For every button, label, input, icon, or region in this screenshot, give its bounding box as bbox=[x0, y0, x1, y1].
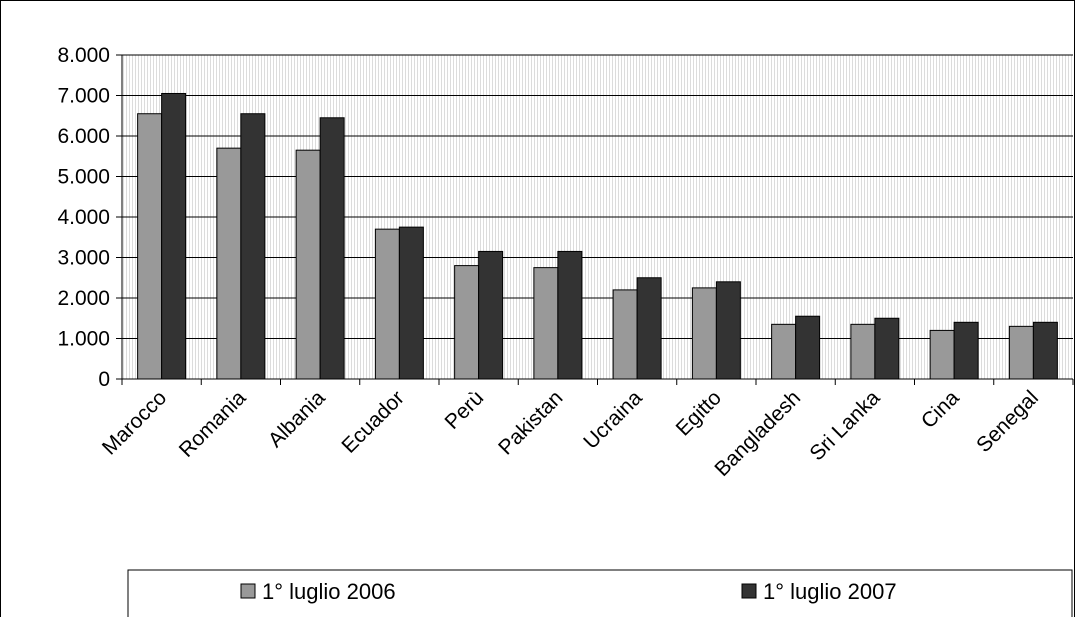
gridlines bbox=[122, 54, 1073, 339]
x-category-label: Perù bbox=[441, 386, 489, 434]
y-axis-tick-labels: 0 1.000 2.000 3.000 4.000 5.000 6.000 7.000 8.00… bbox=[57, 44, 110, 391]
bar-1-pakistan bbox=[533, 267, 559, 380]
bar-1-senegal bbox=[1008, 325, 1034, 380]
y-tick-label: 4.000 bbox=[57, 206, 110, 229]
y-tick-label: 1.000 bbox=[57, 328, 110, 351]
bar-2-cina bbox=[953, 321, 979, 380]
x-category-label: Albania bbox=[264, 386, 330, 452]
y-tick-label: 3.000 bbox=[57, 247, 110, 270]
x-category-label: Pakistan bbox=[494, 386, 567, 459]
bar-1-cina bbox=[929, 329, 955, 380]
bar-2-marocco bbox=[161, 92, 187, 380]
bar-2-sri-lanka bbox=[874, 317, 900, 380]
x-category-label: Marocco bbox=[98, 386, 171, 459]
y-tick-label: 8.000 bbox=[57, 44, 110, 67]
bar-1-albania bbox=[295, 149, 321, 380]
bar-1-per- bbox=[454, 265, 480, 380]
bar-2-per- bbox=[478, 250, 504, 380]
y-tick-label: 7.000 bbox=[57, 85, 110, 108]
bar-1-egitto bbox=[691, 287, 717, 380]
x-category-label: Ecuador bbox=[337, 386, 409, 458]
legend-swatch bbox=[741, 583, 757, 599]
bar-1-romania bbox=[216, 147, 242, 380]
legend-label: 1° luglio 2006 bbox=[262, 579, 396, 604]
y-tick-label: 0 bbox=[98, 368, 110, 391]
x-category-label: Egitto bbox=[672, 386, 726, 440]
x-axis-category-labels: Marocco Romania Albania Ecuador Perù Pakistan… bbox=[98, 386, 1043, 481]
bar-2-ucraina bbox=[636, 277, 662, 380]
legend-label: 1° luglio 2007 bbox=[763, 579, 897, 604]
y-tick-label: 2.000 bbox=[57, 287, 110, 310]
x-category-label: Romania bbox=[175, 386, 251, 462]
bar-2-pakistan bbox=[557, 250, 583, 380]
bar-1-bangladesh bbox=[771, 323, 797, 380]
bar-1-ucraina bbox=[612, 289, 638, 380]
bar-1-ecuador bbox=[374, 228, 400, 380]
x-category-label: Bangladesh bbox=[710, 386, 805, 481]
x-category-label: Cina bbox=[917, 386, 964, 433]
bar-1-marocco bbox=[137, 113, 163, 380]
x-category-label: Senegal bbox=[972, 386, 1043, 457]
bar-1-sri-lanka bbox=[850, 323, 876, 380]
legend-box bbox=[127, 569, 1073, 617]
legend-swatch bbox=[240, 583, 256, 599]
x-category-label: Ucraina bbox=[579, 386, 647, 454]
bar-2-albania bbox=[319, 117, 345, 380]
bar-2-romania bbox=[240, 113, 266, 380]
bar-2-bangladesh bbox=[795, 315, 821, 380]
y-tick-label: 5.000 bbox=[57, 166, 110, 189]
bar-2-egitto bbox=[715, 281, 741, 380]
legend: 1° luglio 2006 1° luglio 2007 bbox=[127, 569, 1073, 617]
bar-2-ecuador bbox=[398, 226, 424, 380]
bars bbox=[137, 92, 1058, 380]
axes bbox=[116, 54, 1074, 385]
bar-2-senegal bbox=[1032, 321, 1058, 380]
x-category-label: Sri Lanka bbox=[805, 386, 884, 465]
y-tick-label: 6.000 bbox=[57, 125, 110, 148]
